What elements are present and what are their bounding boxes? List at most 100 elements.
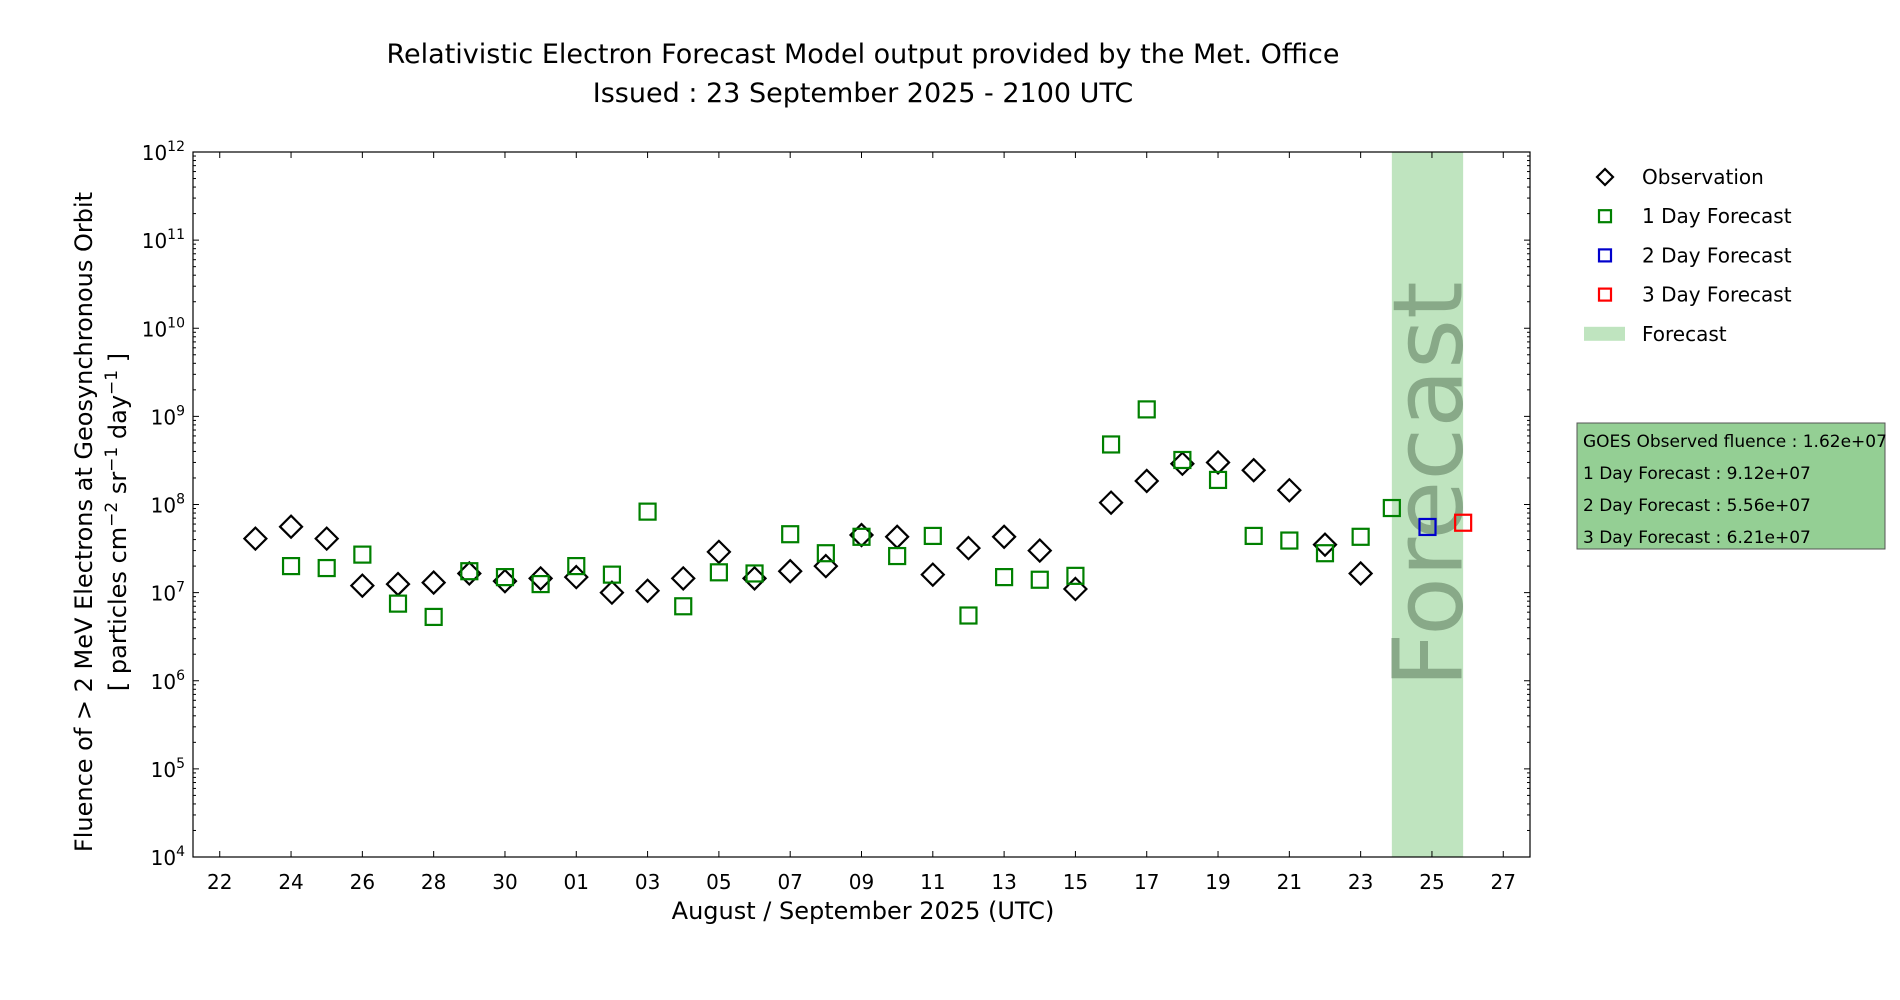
x-tick-label: 05: [706, 870, 731, 894]
info-box-line: 3 Day Forecast : 6.21e+07: [1583, 528, 1811, 548]
x-tick-label: 26: [350, 870, 375, 894]
1-day-forecast-point: [923, 526, 942, 546]
observation-point: [777, 558, 803, 584]
x-tick-label: 15: [1063, 870, 1088, 894]
1-day-forecast-point: [995, 568, 1014, 587]
legend-swatch: [1584, 326, 1625, 341]
legend-item-observation: Observation: [1595, 165, 1764, 189]
observation-point: [528, 565, 554, 591]
observation-point: [385, 571, 411, 597]
1-day-forecast-point: [1173, 450, 1192, 470]
series-observation: [242, 449, 1374, 606]
observation-point: [670, 565, 696, 591]
1-day-forecast-point: [1208, 470, 1228, 490]
1-day-forecast-point: [852, 527, 871, 546]
1-day-forecast-point: [460, 562, 479, 581]
observation-point: [706, 539, 732, 565]
plot-area: Forecast 104 105 106 107 108 109 1010 1011 1012 22…: [142, 139, 1531, 894]
observation-point: [1027, 538, 1053, 564]
legend: Observation 1 Day Forecast 2 Day Forecast 3…: [1584, 165, 1792, 346]
x-axis-ticks: 22 24 26 28 30 01 03 05 07 09 11 13 15 17 19 21 23 25 27: [207, 152, 1516, 894]
x-tick-label: 24: [278, 870, 303, 894]
observation-point: [599, 580, 625, 606]
x-axis-label: August / September 2025 (UTC): [672, 897, 1055, 925]
x-tick-label: 13: [991, 870, 1016, 894]
1-day-forecast-point: [1244, 526, 1263, 546]
info-box-background: [1576, 422, 1886, 550]
1-day-forecast-point: [674, 597, 693, 616]
y-tick-label: 1011: [142, 227, 185, 253]
1-day-forecast-point: [424, 607, 443, 627]
y-axis-units-label: [ particles cm−2 sr−1 day−1 ]: [102, 353, 132, 691]
1-day-forecast-point: [281, 556, 301, 576]
info-box: GOES Observed fluence : 1.62e+07 1 Day Fo…: [1576, 422, 1887, 550]
1-day-forecast-point: [1382, 498, 1401, 518]
x-tick-label: 09: [849, 870, 874, 894]
series-1-day-forecast: [281, 400, 1401, 627]
forecast-watermark-label: Forecast: [1372, 281, 1484, 687]
y-axis-label: Fluence of > 2 MeV Electrons at Geosynch…: [70, 192, 98, 852]
1-day-forecast-point: [495, 568, 515, 587]
observation-point: [1276, 477, 1302, 503]
observation-point: [884, 524, 910, 550]
1-day-forecast-point: [531, 574, 550, 594]
info-box-line: GOES Observed fluence : 1.62e+07: [1583, 432, 1887, 452]
observation-point: [314, 526, 340, 552]
1-day-forecast-point: [1351, 527, 1370, 546]
1-day-forecast-point: [745, 564, 764, 583]
chart-title: Relativistic Electron Forecast Model out…: [387, 39, 1340, 70]
forecast-band: [1391, 152, 1464, 857]
x-tick-label: 11: [920, 870, 945, 894]
x-tick-label: 03: [635, 870, 660, 894]
1-day-forecast-point: [1137, 400, 1156, 419]
y-tick-label: 105: [151, 756, 185, 782]
observation-point: [278, 514, 304, 540]
info-box-line: 1 Day Forecast : 9.12e+07: [1583, 464, 1811, 484]
1-day-forecast-point: [1066, 566, 1085, 585]
y-tick-label: 1010: [142, 315, 185, 341]
x-tick-label: 01: [564, 870, 589, 894]
observation-point: [1205, 449, 1231, 476]
1-day-forecast-point: [1280, 531, 1299, 550]
x-tick-label: 27: [1491, 870, 1516, 894]
observation-point: [349, 573, 375, 599]
x-tick-label: 19: [1205, 870, 1230, 894]
2-day-forecast-point: [1418, 517, 1437, 537]
x-tick-label: 22: [207, 870, 232, 894]
legend-label: Forecast: [1642, 322, 1727, 346]
legend-item-forecast: Forecast: [1584, 322, 1727, 346]
y-tick-label: 1012: [142, 139, 185, 165]
legend-swatch: [1595, 167, 1615, 187]
observation-point: [1348, 560, 1374, 587]
x-tick-label: 23: [1348, 870, 1373, 894]
1-day-forecast-point: [888, 546, 907, 566]
1-day-forecast-point: [709, 563, 728, 582]
legend-label: 3 Day Forecast: [1642, 283, 1792, 307]
1-day-forecast-point: [959, 606, 978, 625]
observation-point: [242, 526, 268, 552]
x-tick-label: 07: [777, 870, 802, 894]
y-tick-label: 107: [151, 580, 185, 606]
1-day-forecast-point: [317, 558, 336, 578]
1-day-forecast-point: [1101, 435, 1121, 454]
legend-label: 2 Day Forecast: [1642, 243, 1792, 267]
1-day-forecast-point: [638, 502, 657, 521]
1-day-forecast-point: [816, 544, 835, 563]
chart-subtitle: Issued : 23 September 2025 - 2100 UTC: [593, 78, 1133, 109]
observation-point: [421, 570, 447, 596]
observation-point: [920, 562, 946, 588]
y-tick-label: 109: [151, 403, 185, 429]
series-3-day-forecast: [1454, 513, 1473, 532]
x-tick-label: 21: [1277, 870, 1302, 894]
legend-item-2-day-forecast: 2 Day Forecast: [1597, 243, 1792, 267]
legend-swatch: [1597, 248, 1613, 263]
legend-item-3-day-forecast: 3 Day Forecast: [1597, 283, 1792, 307]
observation-point: [1134, 468, 1160, 494]
observation-point: [955, 535, 982, 561]
observation-point: [635, 578, 661, 604]
observation-point: [991, 524, 1017, 550]
x-tick-label: 25: [1419, 870, 1444, 894]
1-day-forecast-point: [781, 525, 800, 544]
